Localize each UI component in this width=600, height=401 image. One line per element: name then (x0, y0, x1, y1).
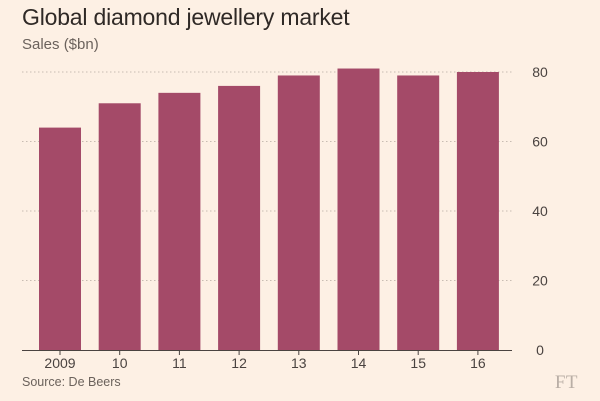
x-tick-label: 13 (291, 355, 307, 371)
y-tick-label: 0 (536, 342, 544, 358)
bar (397, 75, 440, 350)
y-tick-label: 60 (532, 134, 548, 150)
x-axis-ticks: 2009 10 11 12 13 14 15 16 (44, 350, 486, 371)
bar (39, 127, 81, 350)
x-tick-label: 11 (172, 355, 187, 371)
y-tick-label: 40 (532, 203, 548, 219)
x-tick-label: 15 (410, 355, 426, 371)
x-tick-label: 16 (470, 355, 486, 371)
x-tick-label: 12 (231, 355, 247, 371)
x-tick-label: 2009 (44, 355, 75, 371)
bar (456, 72, 499, 350)
y-axis-ticks: 0 20 40 60 80 (532, 64, 548, 358)
chart-source: Source: De Beers (22, 375, 121, 389)
x-tick-label: 14 (351, 355, 367, 371)
y-tick-label: 20 (532, 273, 548, 289)
bars (39, 68, 499, 351)
bar (98, 103, 141, 351)
bar (158, 92, 201, 350)
chart-subtitle: Sales ($bn) (22, 36, 99, 53)
bar (337, 68, 380, 351)
bar (277, 75, 320, 350)
ft-logo: FT (554, 372, 578, 393)
chart-title: Global diamond jewellery market (22, 4, 350, 30)
bar (218, 85, 261, 351)
x-tick-label: 10 (112, 355, 128, 371)
y-tick-label: 80 (532, 64, 548, 80)
